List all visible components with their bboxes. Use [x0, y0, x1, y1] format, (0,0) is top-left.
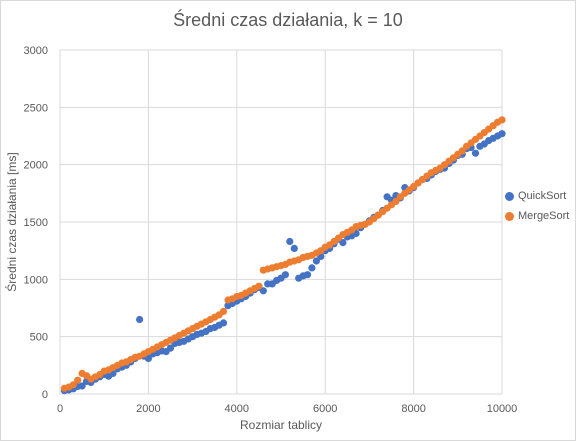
y-tick-label: 1000 — [24, 274, 48, 286]
x-tick-label: 10000 — [487, 403, 518, 415]
x-tick-label: 6000 — [313, 403, 337, 415]
data-point-mergesort — [255, 282, 263, 290]
y-axis-title: Średni czas działania [ms] — [5, 152, 19, 292]
y-tick-label: 2000 — [24, 160, 48, 172]
legend-item-quicksort: QuickSort — [505, 186, 569, 206]
x-tick-label: 0 — [57, 403, 63, 415]
y-tick-label: 500 — [30, 332, 48, 344]
legend-marker-quicksort — [505, 191, 514, 201]
y-tick-label: 1500 — [24, 217, 48, 229]
data-point-quicksort — [308, 264, 316, 272]
data-point-quicksort — [78, 382, 86, 390]
x-tick-label: 2000 — [136, 403, 160, 415]
legend: QuickSort MergeSort — [505, 186, 569, 226]
data-point-mergesort — [498, 116, 506, 124]
data-point-quicksort — [136, 315, 144, 324]
data-point-mergesort — [74, 376, 82, 384]
legend-label-mergesort: MergeSort — [518, 210, 570, 222]
legend-label-quicksort: QuickSort — [518, 190, 567, 202]
data-point-quicksort — [166, 344, 175, 352]
data-point-quicksort — [339, 239, 347, 247]
legend-marker-mergesort — [505, 211, 514, 221]
data-point-quicksort — [312, 257, 320, 265]
data-point-quicksort — [498, 130, 506, 138]
data-point-mergesort — [219, 307, 228, 315]
data-point-quicksort — [219, 319, 228, 327]
y-tick-label: 0 — [42, 389, 48, 401]
x-tick-label: 4000 — [225, 403, 249, 415]
x-axis-title: Rozmiar tablicy — [239, 418, 323, 432]
data-point-quicksort — [303, 271, 312, 279]
y-tick-label: 3000 — [24, 45, 48, 57]
chart-title: Średni czas działania, k = 10 — [173, 10, 403, 30]
data-point-quicksort — [290, 244, 298, 252]
y-tick-label: 2500 — [24, 102, 48, 114]
data-point-quicksort — [259, 287, 267, 295]
data-point-quicksort — [144, 354, 152, 363]
data-point-mergesort — [392, 197, 400, 205]
data-point-quicksort — [471, 149, 480, 157]
data-point-mergesort — [458, 147, 466, 155]
data-point-quicksort — [286, 237, 294, 246]
legend-item-mergesort: MergeSort — [505, 206, 569, 226]
x-tick-label: 8000 — [401, 403, 425, 415]
data-point-mergesort — [69, 381, 77, 389]
data-point-quicksort — [281, 271, 289, 279]
